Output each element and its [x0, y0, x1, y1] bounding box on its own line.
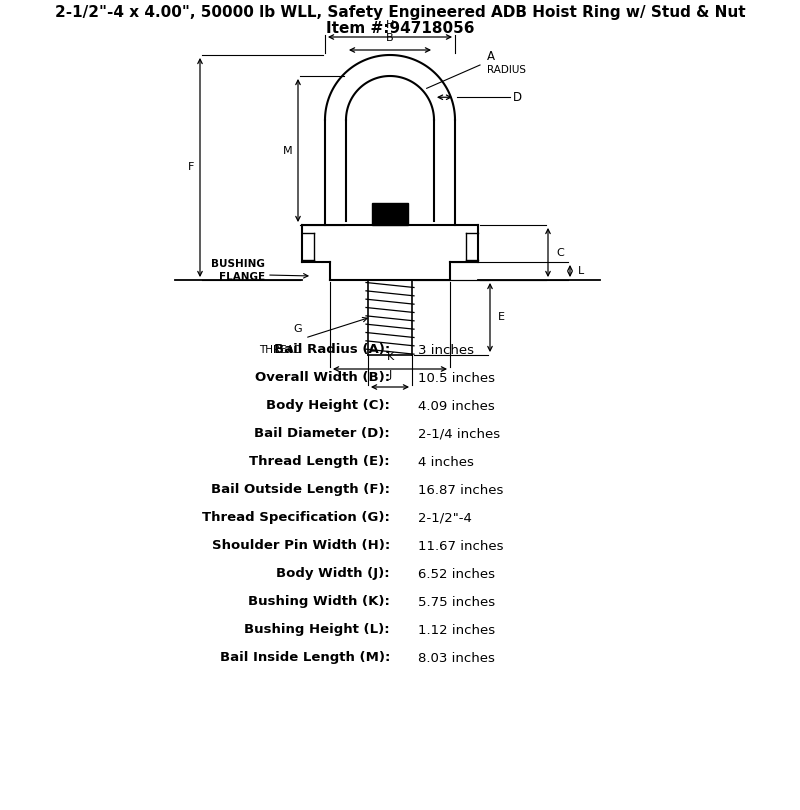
Text: 3 inches: 3 inches	[418, 343, 474, 356]
Text: K: K	[386, 352, 394, 362]
Text: C: C	[556, 248, 564, 258]
Text: Bail Radius (A):: Bail Radius (A):	[274, 343, 390, 356]
Text: 6.52 inches: 6.52 inches	[418, 568, 495, 581]
Text: Bail Outside Length (F):: Bail Outside Length (F):	[211, 484, 390, 497]
Text: Bushing Height (L):: Bushing Height (L):	[244, 624, 390, 637]
Text: 2-1/2"-4 x 4.00", 50000 lb WLL, Safety Engineered ADB Hoist Ring w/ Stud & Nut: 2-1/2"-4 x 4.00", 50000 lb WLL, Safety E…	[54, 5, 746, 20]
Text: Body Width (J):: Body Width (J):	[276, 568, 390, 581]
Text: B: B	[386, 33, 394, 43]
Text: THREAD: THREAD	[259, 345, 302, 355]
Text: Bail Inside Length (M):: Bail Inside Length (M):	[220, 651, 390, 664]
Text: 16.87 inches: 16.87 inches	[418, 484, 503, 497]
Text: M: M	[283, 146, 293, 156]
Text: BUSHING: BUSHING	[211, 259, 265, 269]
Text: Body Height (C):: Body Height (C):	[266, 399, 390, 412]
Text: Thread Length (E):: Thread Length (E):	[250, 455, 390, 468]
Text: Bail Diameter (D):: Bail Diameter (D):	[254, 428, 390, 441]
Text: 2-1/4 inches: 2-1/4 inches	[418, 428, 500, 441]
Text: J: J	[388, 370, 392, 380]
Text: D: D	[513, 91, 522, 104]
Text: 4 inches: 4 inches	[418, 455, 474, 468]
Text: 11.67 inches: 11.67 inches	[418, 539, 503, 552]
Text: 4.09 inches: 4.09 inches	[418, 399, 494, 412]
Text: Shoulder Pin Width (H):: Shoulder Pin Width (H):	[212, 539, 390, 552]
Text: 5.75 inches: 5.75 inches	[418, 595, 495, 608]
Text: E: E	[498, 313, 505, 322]
Text: 1.12 inches: 1.12 inches	[418, 624, 495, 637]
Text: 10.5 inches: 10.5 inches	[418, 372, 495, 385]
Text: Bushing Width (K):: Bushing Width (K):	[248, 595, 390, 608]
Text: 8.03 inches: 8.03 inches	[418, 651, 495, 664]
Text: L: L	[578, 266, 584, 276]
Text: F: F	[188, 163, 194, 173]
Text: FLANGE: FLANGE	[219, 272, 265, 282]
Text: G: G	[294, 324, 302, 334]
Text: RADIUS: RADIUS	[487, 65, 526, 75]
Text: Thread Specification (G):: Thread Specification (G):	[202, 511, 390, 525]
Text: Overall Width (B):: Overall Width (B):	[255, 372, 390, 385]
Polygon shape	[372, 203, 408, 225]
Text: Item #:94718056: Item #:94718056	[326, 21, 474, 36]
Text: A: A	[487, 50, 495, 63]
Text: 2-1/2"-4: 2-1/2"-4	[418, 511, 472, 525]
Text: H: H	[386, 20, 394, 30]
